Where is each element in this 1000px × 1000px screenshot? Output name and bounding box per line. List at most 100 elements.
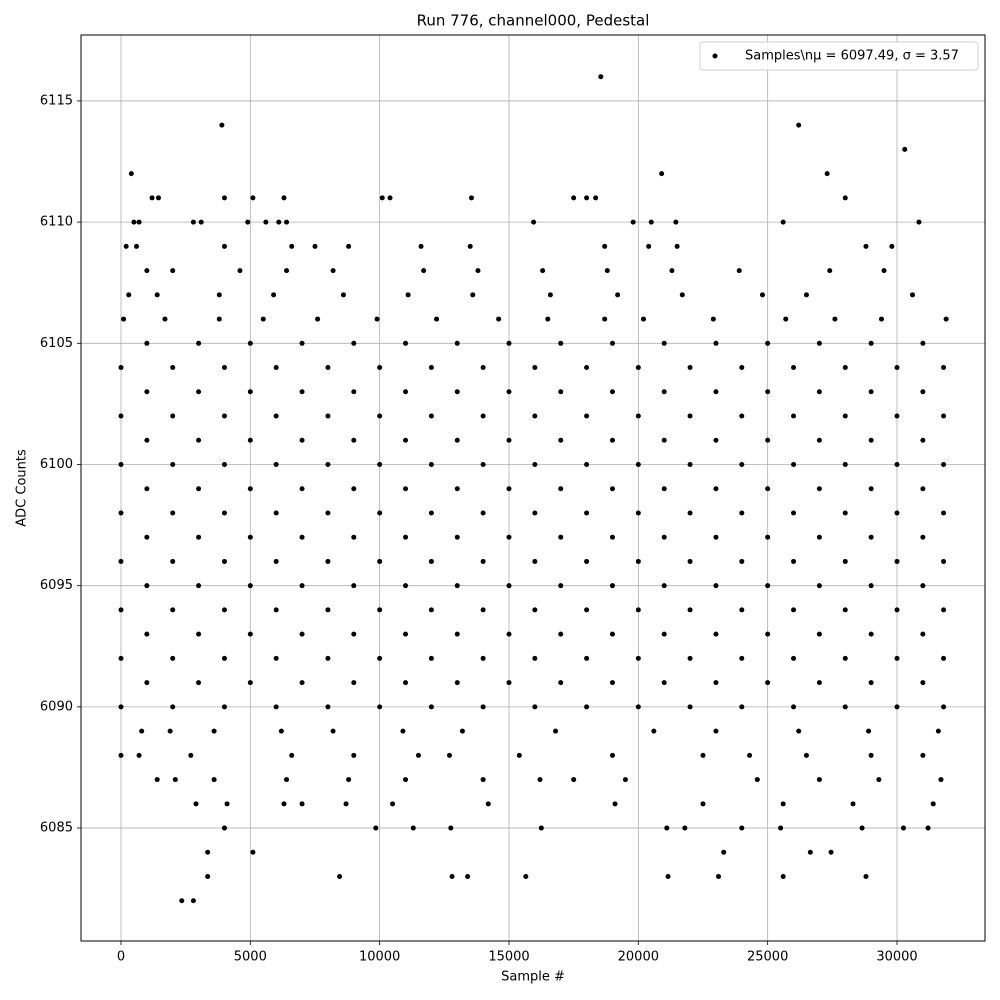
point bbox=[284, 777, 290, 783]
point bbox=[315, 316, 321, 322]
point bbox=[791, 461, 797, 467]
point bbox=[221, 510, 227, 516]
y-tick-label: 6095 bbox=[40, 578, 73, 593]
point bbox=[941, 704, 947, 710]
point bbox=[273, 461, 279, 467]
point bbox=[126, 292, 132, 298]
point bbox=[403, 340, 409, 346]
point bbox=[480, 510, 486, 516]
point bbox=[661, 534, 667, 540]
point bbox=[545, 316, 551, 322]
point bbox=[247, 631, 253, 637]
point bbox=[351, 631, 357, 637]
point bbox=[537, 777, 543, 783]
point bbox=[289, 752, 295, 758]
point bbox=[415, 752, 421, 758]
point bbox=[571, 195, 577, 201]
point bbox=[273, 510, 279, 516]
point bbox=[428, 365, 434, 371]
point bbox=[665, 874, 671, 880]
y-tick-label: 6090 bbox=[40, 699, 73, 714]
point bbox=[273, 413, 279, 419]
point bbox=[400, 728, 406, 734]
point bbox=[803, 292, 809, 298]
point bbox=[263, 219, 269, 225]
point bbox=[247, 340, 253, 346]
point bbox=[188, 752, 194, 758]
point bbox=[325, 365, 331, 371]
point bbox=[584, 510, 590, 516]
point bbox=[193, 801, 199, 807]
x-tick-label: 30000 bbox=[876, 950, 917, 965]
point bbox=[941, 461, 947, 467]
point bbox=[325, 558, 331, 564]
point bbox=[128, 171, 134, 177]
point bbox=[428, 413, 434, 419]
point bbox=[134, 243, 140, 249]
point bbox=[602, 243, 608, 249]
point bbox=[346, 243, 352, 249]
point bbox=[454, 631, 460, 637]
point bbox=[739, 825, 745, 831]
point bbox=[468, 195, 474, 201]
point bbox=[584, 607, 590, 613]
point bbox=[144, 389, 150, 395]
point bbox=[816, 389, 822, 395]
point bbox=[532, 655, 538, 661]
point bbox=[379, 195, 385, 201]
point bbox=[739, 413, 745, 419]
point bbox=[374, 316, 380, 322]
point bbox=[538, 825, 544, 831]
point bbox=[609, 583, 615, 589]
point bbox=[299, 389, 305, 395]
point bbox=[868, 389, 874, 395]
point bbox=[791, 655, 797, 661]
point bbox=[584, 704, 590, 710]
point bbox=[894, 510, 900, 516]
point bbox=[532, 461, 538, 467]
point bbox=[289, 243, 295, 249]
point bbox=[664, 825, 670, 831]
point bbox=[170, 461, 176, 467]
point bbox=[377, 655, 383, 661]
point bbox=[467, 243, 473, 249]
point bbox=[878, 316, 884, 322]
point bbox=[635, 461, 641, 467]
point bbox=[351, 752, 357, 758]
point bbox=[739, 461, 745, 467]
point bbox=[842, 461, 848, 467]
point bbox=[868, 437, 874, 443]
point bbox=[661, 631, 667, 637]
point bbox=[480, 461, 486, 467]
point bbox=[532, 413, 538, 419]
point bbox=[118, 365, 124, 371]
point bbox=[868, 631, 874, 637]
point bbox=[868, 583, 874, 589]
point bbox=[739, 510, 745, 516]
point bbox=[532, 704, 538, 710]
point bbox=[219, 122, 225, 128]
point bbox=[532, 607, 538, 613]
point bbox=[842, 510, 848, 516]
point bbox=[387, 195, 393, 201]
point bbox=[754, 777, 760, 783]
point bbox=[558, 389, 564, 395]
point bbox=[170, 655, 176, 661]
point bbox=[506, 486, 512, 492]
point bbox=[346, 777, 352, 783]
point bbox=[920, 631, 926, 637]
point bbox=[144, 437, 150, 443]
legend-box bbox=[699, 41, 979, 71]
point bbox=[780, 219, 786, 225]
point bbox=[584, 655, 590, 661]
point bbox=[410, 825, 416, 831]
point bbox=[506, 631, 512, 637]
point bbox=[609, 752, 615, 758]
point bbox=[832, 316, 838, 322]
point bbox=[405, 292, 411, 298]
point bbox=[198, 219, 204, 225]
point bbox=[609, 534, 615, 540]
point bbox=[281, 801, 287, 807]
point bbox=[920, 680, 926, 686]
point bbox=[687, 510, 693, 516]
